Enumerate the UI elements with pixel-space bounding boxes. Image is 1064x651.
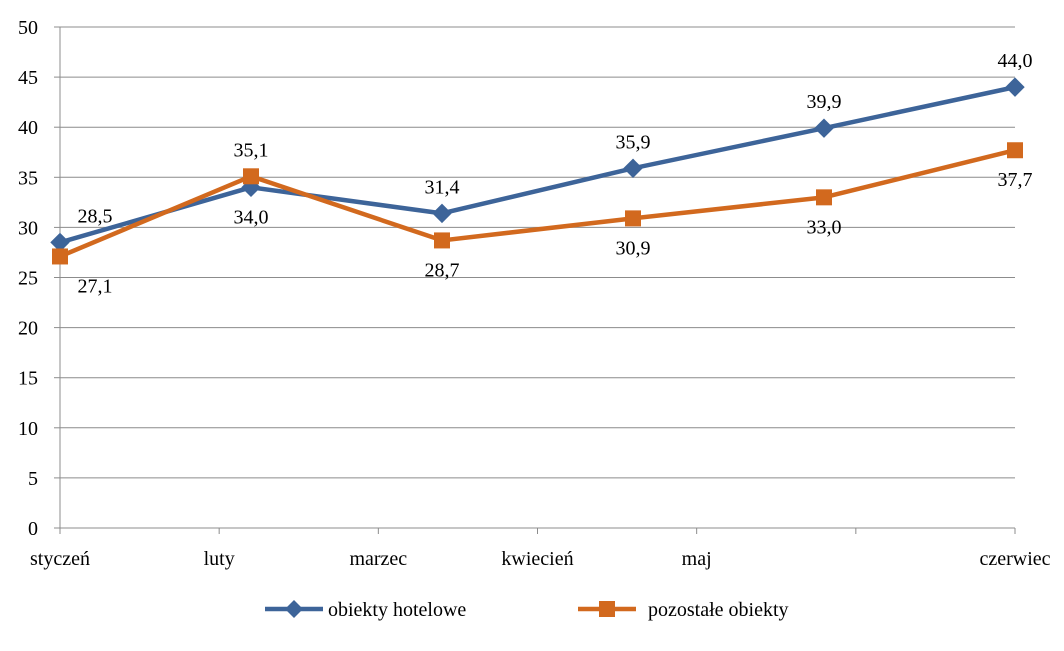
data-point-diamond (432, 203, 452, 224)
x-tick-label: czerwiec (979, 548, 1050, 570)
y-tick-label: 50 (18, 17, 38, 39)
x-tick-label: kwiecień (501, 548, 573, 570)
legend-marker-diamond (285, 600, 303, 618)
y-axis-tick-labels: 0 5 10 15 20 25 30 35 40 45 50 (18, 17, 38, 540)
x-axis-tick-labels: styczeń luty marzec kwiecień maj czerwiec (30, 548, 1051, 570)
axes (54, 26, 1016, 534)
data-label: 35,9 (616, 131, 651, 153)
data-point-square (816, 189, 832, 206)
legend-marker-square (599, 601, 615, 617)
legend: obiekty hotelowe pozostałe obiekty (265, 599, 789, 621)
y-tick-label: 35 (18, 167, 38, 189)
data-point-diamond (1005, 77, 1025, 97)
series-layer (50, 77, 1025, 265)
data-point-diamond (814, 118, 834, 138)
data-label: 31,4 (425, 176, 460, 198)
legend-label-1: obiekty hotelowe (328, 599, 466, 621)
y-tick-label: 10 (18, 418, 38, 440)
x-tick-label: styczeń (30, 548, 90, 570)
series-line-2 (59, 148, 1016, 259)
y-tick-label: 15 (18, 368, 38, 390)
y-tick-label: 40 (18, 117, 38, 139)
data-point-diamond (623, 158, 643, 178)
data-point-square (434, 232, 450, 249)
data-label: 33,0 (807, 216, 842, 238)
data-point-square (243, 168, 259, 185)
data-labels-layer: 28,5 34,0 31,4 35,9 39,9 44,0 27,1 35,1 28,7 30,9… (78, 50, 1033, 297)
data-label: 28,5 (78, 205, 113, 227)
y-tick-label: 5 (28, 468, 38, 490)
data-label: 30,9 (616, 237, 651, 259)
data-point-square (625, 210, 641, 227)
y-tick-label: 25 (18, 268, 38, 290)
legend-label-2: pozostałe obiekty (648, 599, 789, 621)
x-tick-label: luty (204, 548, 235, 570)
data-label: 27,1 (78, 275, 113, 297)
x-tick-label: maj (682, 548, 712, 570)
y-tick-label: 20 (18, 318, 38, 340)
y-tick-label: 30 (18, 217, 38, 239)
gridlines (60, 26, 1015, 479)
series-line-1 (59, 84, 1016, 245)
data-point-square (1007, 142, 1023, 159)
data-point-square (52, 248, 68, 265)
data-label: 28,7 (425, 259, 460, 281)
x-tick-label: marzec (349, 548, 407, 570)
data-label: 39,9 (807, 91, 842, 113)
data-label: 44,0 (998, 50, 1033, 72)
y-tick-label: 45 (18, 67, 38, 89)
data-label: 34,0 (234, 206, 269, 228)
data-label: 35,1 (234, 139, 269, 161)
data-label: 37,7 (998, 169, 1033, 191)
y-tick-label: 0 (28, 518, 38, 540)
